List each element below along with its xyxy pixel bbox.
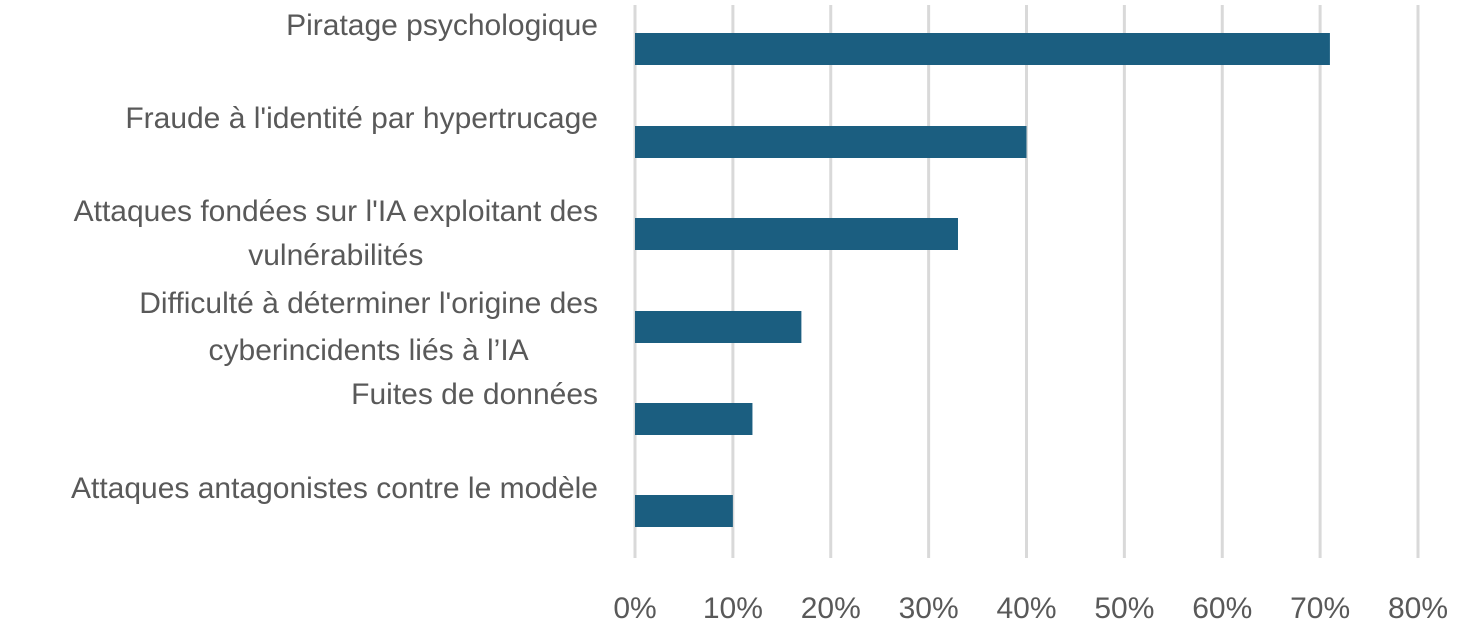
category-label: Fraude à l'identité par hypertrucage (125, 102, 598, 135)
category-label: Fuites de données (351, 378, 598, 411)
bar (635, 403, 753, 435)
category-label: Difficulté à déterminer l'origine des cyb… (139, 287, 598, 367)
bar (635, 311, 802, 343)
x-tick-label: 0% (613, 592, 656, 623)
x-tick-label: 80% (1388, 592, 1448, 623)
category-label: Attaques antagonistes contre le modèle (71, 472, 598, 505)
category-label-line: vulnérabilités (248, 239, 423, 272)
x-tick-label: 30% (899, 592, 959, 623)
x-tick-label: 70% (1290, 592, 1350, 623)
category-label: Piratage psychologique (286, 9, 598, 42)
x-axis-tick-labels: 0% 10% 20% 30% 40% 50% 60% 70% 80% (613, 592, 1448, 623)
x-tick-label: 10% (703, 592, 763, 623)
x-tick-label: 50% (1094, 592, 1154, 623)
bar (635, 126, 1027, 158)
x-tick-label: 60% (1192, 592, 1252, 623)
x-tick-label: 20% (801, 592, 861, 623)
category-labels: Piratage psychologique Fraude à l'identit… (71, 9, 598, 505)
bar (635, 218, 958, 250)
gridlines (633, 5, 1420, 558)
x-tick-label: 40% (996, 592, 1056, 623)
category-label-line: cyberincidents liés à l’IA (209, 334, 529, 367)
category-label-line: Difficulté à déterminer l'origine des (139, 287, 598, 320)
category-label: Attaques fondées sur l'IA exploitant des… (74, 195, 598, 272)
bars (635, 33, 1330, 527)
category-label-line: Attaques fondées sur l'IA exploitant des (74, 195, 598, 228)
bar (635, 33, 1330, 65)
bar (635, 495, 733, 527)
